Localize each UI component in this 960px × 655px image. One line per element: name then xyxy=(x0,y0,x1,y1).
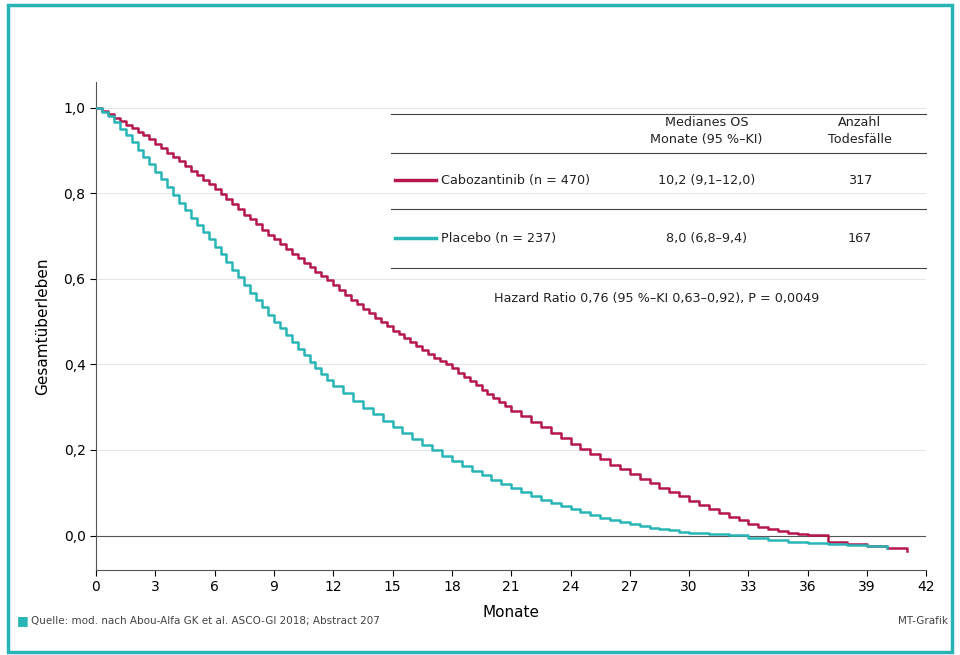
Text: Cabozantinib (n = 470): Cabozantinib (n = 470) xyxy=(441,174,589,187)
Text: 167: 167 xyxy=(848,231,872,244)
Text: 317: 317 xyxy=(848,174,872,187)
Text: Gesamtüberleben (OS): Gesamtüberleben (OS) xyxy=(26,25,365,50)
Text: 8,0 (6,8–9,4): 8,0 (6,8–9,4) xyxy=(666,231,747,244)
Text: Hazard Ratio 0,76 (95 %–KI 0,63–0,92), P = 0,0049: Hazard Ratio 0,76 (95 %–KI 0,63–0,92), P… xyxy=(493,292,819,305)
Text: Anzahl
Todesfälle: Anzahl Todesfälle xyxy=(828,116,892,146)
Y-axis label: Gesamtüberleben: Gesamtüberleben xyxy=(35,257,50,394)
X-axis label: Monate: Monate xyxy=(483,605,540,620)
Text: ■: ■ xyxy=(17,614,29,627)
Text: Medianes OS
Monate (95 %–KI): Medianes OS Monate (95 %–KI) xyxy=(650,116,762,146)
Text: 10,2 (9,1–12,0): 10,2 (9,1–12,0) xyxy=(658,174,755,187)
Text: MT-Grafik: MT-Grafik xyxy=(899,616,948,626)
Text: Quelle: mod. nach Abou-Alfa GK et al. ASCO-GI 2018; Abstract 207: Quelle: mod. nach Abou-Alfa GK et al. AS… xyxy=(31,616,379,626)
Text: Placebo (n = 237): Placebo (n = 237) xyxy=(441,231,556,244)
